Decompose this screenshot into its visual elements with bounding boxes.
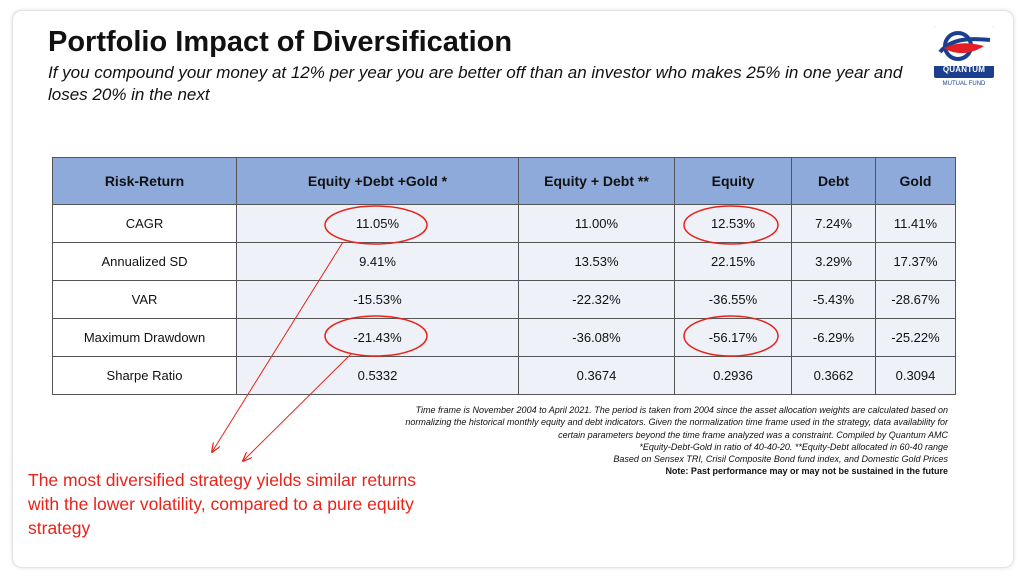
column-header: Risk-Return xyxy=(52,157,237,205)
table-cell: -6.29% xyxy=(791,318,876,357)
takeaway-text: The most diversified strategy yields sim… xyxy=(28,470,417,538)
table-cell: -5.43% xyxy=(791,280,876,319)
table-cell: 12.53% xyxy=(674,204,792,243)
table-cell: -56.17% xyxy=(674,318,792,357)
table-cell: -15.53% xyxy=(236,280,519,319)
row-label: VAR xyxy=(52,280,237,319)
table-cell: -22.32% xyxy=(518,280,675,319)
table-cell: 17.37% xyxy=(875,242,956,281)
table-cell: 11.41% xyxy=(875,204,956,243)
column-header: Gold xyxy=(875,157,956,205)
indices-note: Based on Sensex TRI, Crisil Composite Bo… xyxy=(613,454,948,465)
logo-tagline: MUTUAL FUND xyxy=(942,81,986,87)
table-cell: 11.05% xyxy=(236,204,519,243)
table-row: VAR -15.53% -22.32% -36.55% -5.43% -28.6… xyxy=(52,280,956,319)
table-cell: -21.43% xyxy=(236,318,519,357)
table-cell: -28.67% xyxy=(875,280,956,319)
page-subtitle: If you compound your money at 12% per ye… xyxy=(48,63,903,104)
table-cell: 11.00% xyxy=(518,204,675,243)
table-cell: 0.3094 xyxy=(875,356,956,395)
table-cell: -25.22% xyxy=(875,318,956,357)
disclaimer-note: Note: Past performance may or may not be… xyxy=(665,466,948,477)
column-header: Debt xyxy=(791,157,876,205)
table-cell: 13.53% xyxy=(518,242,675,281)
page-title: Portfolio Impact of Diversification xyxy=(48,26,513,58)
table-row: Sharpe Ratio 0.5332 0.3674 0.2936 0.3662… xyxy=(52,356,956,395)
footnotes: Time frame is November 2004 to April 202… xyxy=(390,404,948,478)
logo-mark: QUANTUM xyxy=(934,26,994,78)
table-cell: 9.41% xyxy=(236,242,519,281)
table-cell: 3.29% xyxy=(791,242,876,281)
column-header: Equity xyxy=(674,157,792,205)
table-row: Maximum Drawdown -21.43% -36.08% -56.17%… xyxy=(52,318,956,357)
row-label: Maximum Drawdown xyxy=(52,318,237,357)
table-cell: 0.3662 xyxy=(791,356,876,395)
table-cell: 0.5332 xyxy=(236,356,519,395)
table-cell: 7.24% xyxy=(791,204,876,243)
table-row: Annualized SD 9.41% 13.53% 22.15% 3.29% … xyxy=(52,242,956,281)
risk-return-table: Risk-Return Equity +Debt +Gold * Equity … xyxy=(52,157,956,395)
table-cell: 0.2936 xyxy=(674,356,792,395)
table-row: CAGR 11.05% 11.00% 12.53% 7.24% 11.41% xyxy=(52,204,956,243)
row-label: Annualized SD xyxy=(52,242,237,281)
column-header: Equity +Debt +Gold * xyxy=(236,157,519,205)
table-cell: 22.15% xyxy=(674,242,792,281)
timeframe-note: Time frame is November 2004 to April 202… xyxy=(405,405,948,440)
logo-name: QUANTUM xyxy=(942,65,986,74)
table-cell: -36.55% xyxy=(674,280,792,319)
table-cell: 0.3674 xyxy=(518,356,675,395)
row-label: CAGR xyxy=(52,204,237,243)
table-header-row: Risk-Return Equity +Debt +Gold * Equity … xyxy=(52,157,956,205)
quantum-logo: QUANTUM MUTUAL FUND xyxy=(934,26,994,92)
table-cell: -36.08% xyxy=(518,318,675,357)
column-header: Equity + Debt ** xyxy=(518,157,675,205)
allocation-note: *Equity-Debt-Gold in ratio of 40-40-20. … xyxy=(639,441,948,452)
logo-emblem-icon xyxy=(934,26,994,66)
row-label: Sharpe Ratio xyxy=(52,356,237,395)
